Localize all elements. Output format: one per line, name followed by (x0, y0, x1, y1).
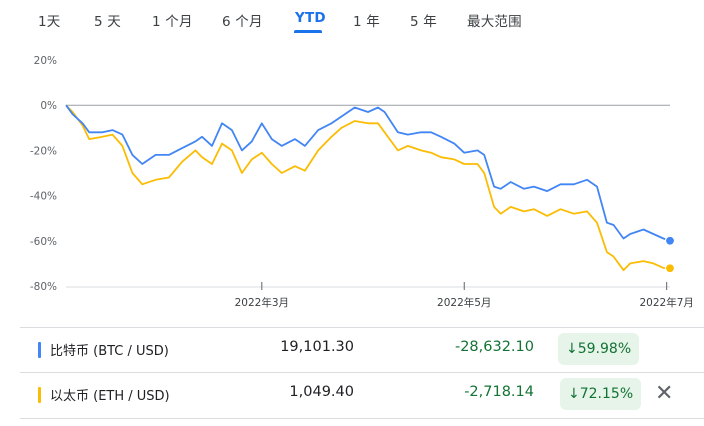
eth-end-point (664, 263, 676, 274)
eth-name: 以太币 (ETH / USD) (50, 389, 170, 404)
y-tick-label: -60% (30, 236, 57, 248)
x-tick-label: 2022年5月 (437, 296, 491, 309)
close-icon[interactable]: ✕ (655, 381, 674, 406)
y-tick-label: 0% (40, 100, 57, 112)
legend-row-btc[interactable]: 比特币 (BTC / USD) 19,101.30 -28,632.10 ↓59… (0, 328, 704, 372)
eth-series-line (65, 104, 671, 272)
tab-1m[interactable]: 1 个月 (152, 14, 193, 30)
legend-divider (20, 327, 704, 328)
y-tick-label: 20% (34, 55, 57, 67)
btc-color-marker (38, 342, 41, 358)
range-tabs: 1天 5 天 1 个月 6 个月 YTD 1 年 5 年 最大范围 (0, 0, 704, 40)
tab-5d[interactable]: 5 天 (94, 14, 121, 30)
x-tick-label: 2022年3月 (235, 296, 289, 309)
x-axis: 2022年3月 2022年5月 2022年7月 (66, 282, 694, 309)
tab-max[interactable]: 最大范围 (467, 14, 522, 30)
tab-ytd[interactable]: YTD (295, 10, 326, 26)
eth-price: 1,049.40 (289, 384, 354, 400)
tab-1d[interactable]: 1天 (38, 14, 61, 30)
down-arrow-icon: ↓ (566, 341, 578, 357)
price-chart[interactable]: 20%0%-20%-40%-60%-80% 2022年3月 2022年5月 2022… (0, 40, 704, 322)
btc-price: 19,101.30 (280, 339, 354, 355)
y-tick-label: -20% (30, 145, 57, 157)
legend-divider (20, 372, 704, 373)
legend-divider (20, 418, 704, 419)
tab-6m[interactable]: 6 个月 (222, 14, 263, 30)
tab-5y[interactable]: 5 年 (410, 14, 437, 30)
eth-percent-badge: ↓72.15% (560, 378, 642, 410)
y-tick-label: -80% (30, 281, 57, 293)
btc-series-line (65, 104, 671, 242)
down-arrow-icon: ↓ (568, 386, 580, 402)
eth-change: -2,718.14 (464, 384, 534, 400)
plot-area (65, 104, 676, 274)
btc-end-point (664, 235, 676, 246)
legend-row-eth[interactable]: 以太币 (ETH / USD) 1,049.40 -2,718.14 ↓72.1… (0, 373, 704, 417)
tab-1y[interactable]: 1 年 (353, 14, 380, 30)
eth-color-marker (38, 387, 41, 403)
x-tick-label: 2022年7月 (639, 296, 693, 309)
active-tab-indicator (294, 30, 322, 33)
y-axis: 20% 0% -20% -40% -60% -80% (30, 55, 57, 293)
btc-change: -28,632.10 (454, 339, 534, 355)
y-tick-label: -40% (30, 191, 57, 203)
eth-percent: 72.15% (579, 386, 634, 402)
btc-name: 比特币 (BTC / USD) (50, 344, 169, 359)
btc-percent-badge: ↓59.98% (558, 333, 640, 365)
btc-percent: 59.98% (577, 341, 632, 357)
